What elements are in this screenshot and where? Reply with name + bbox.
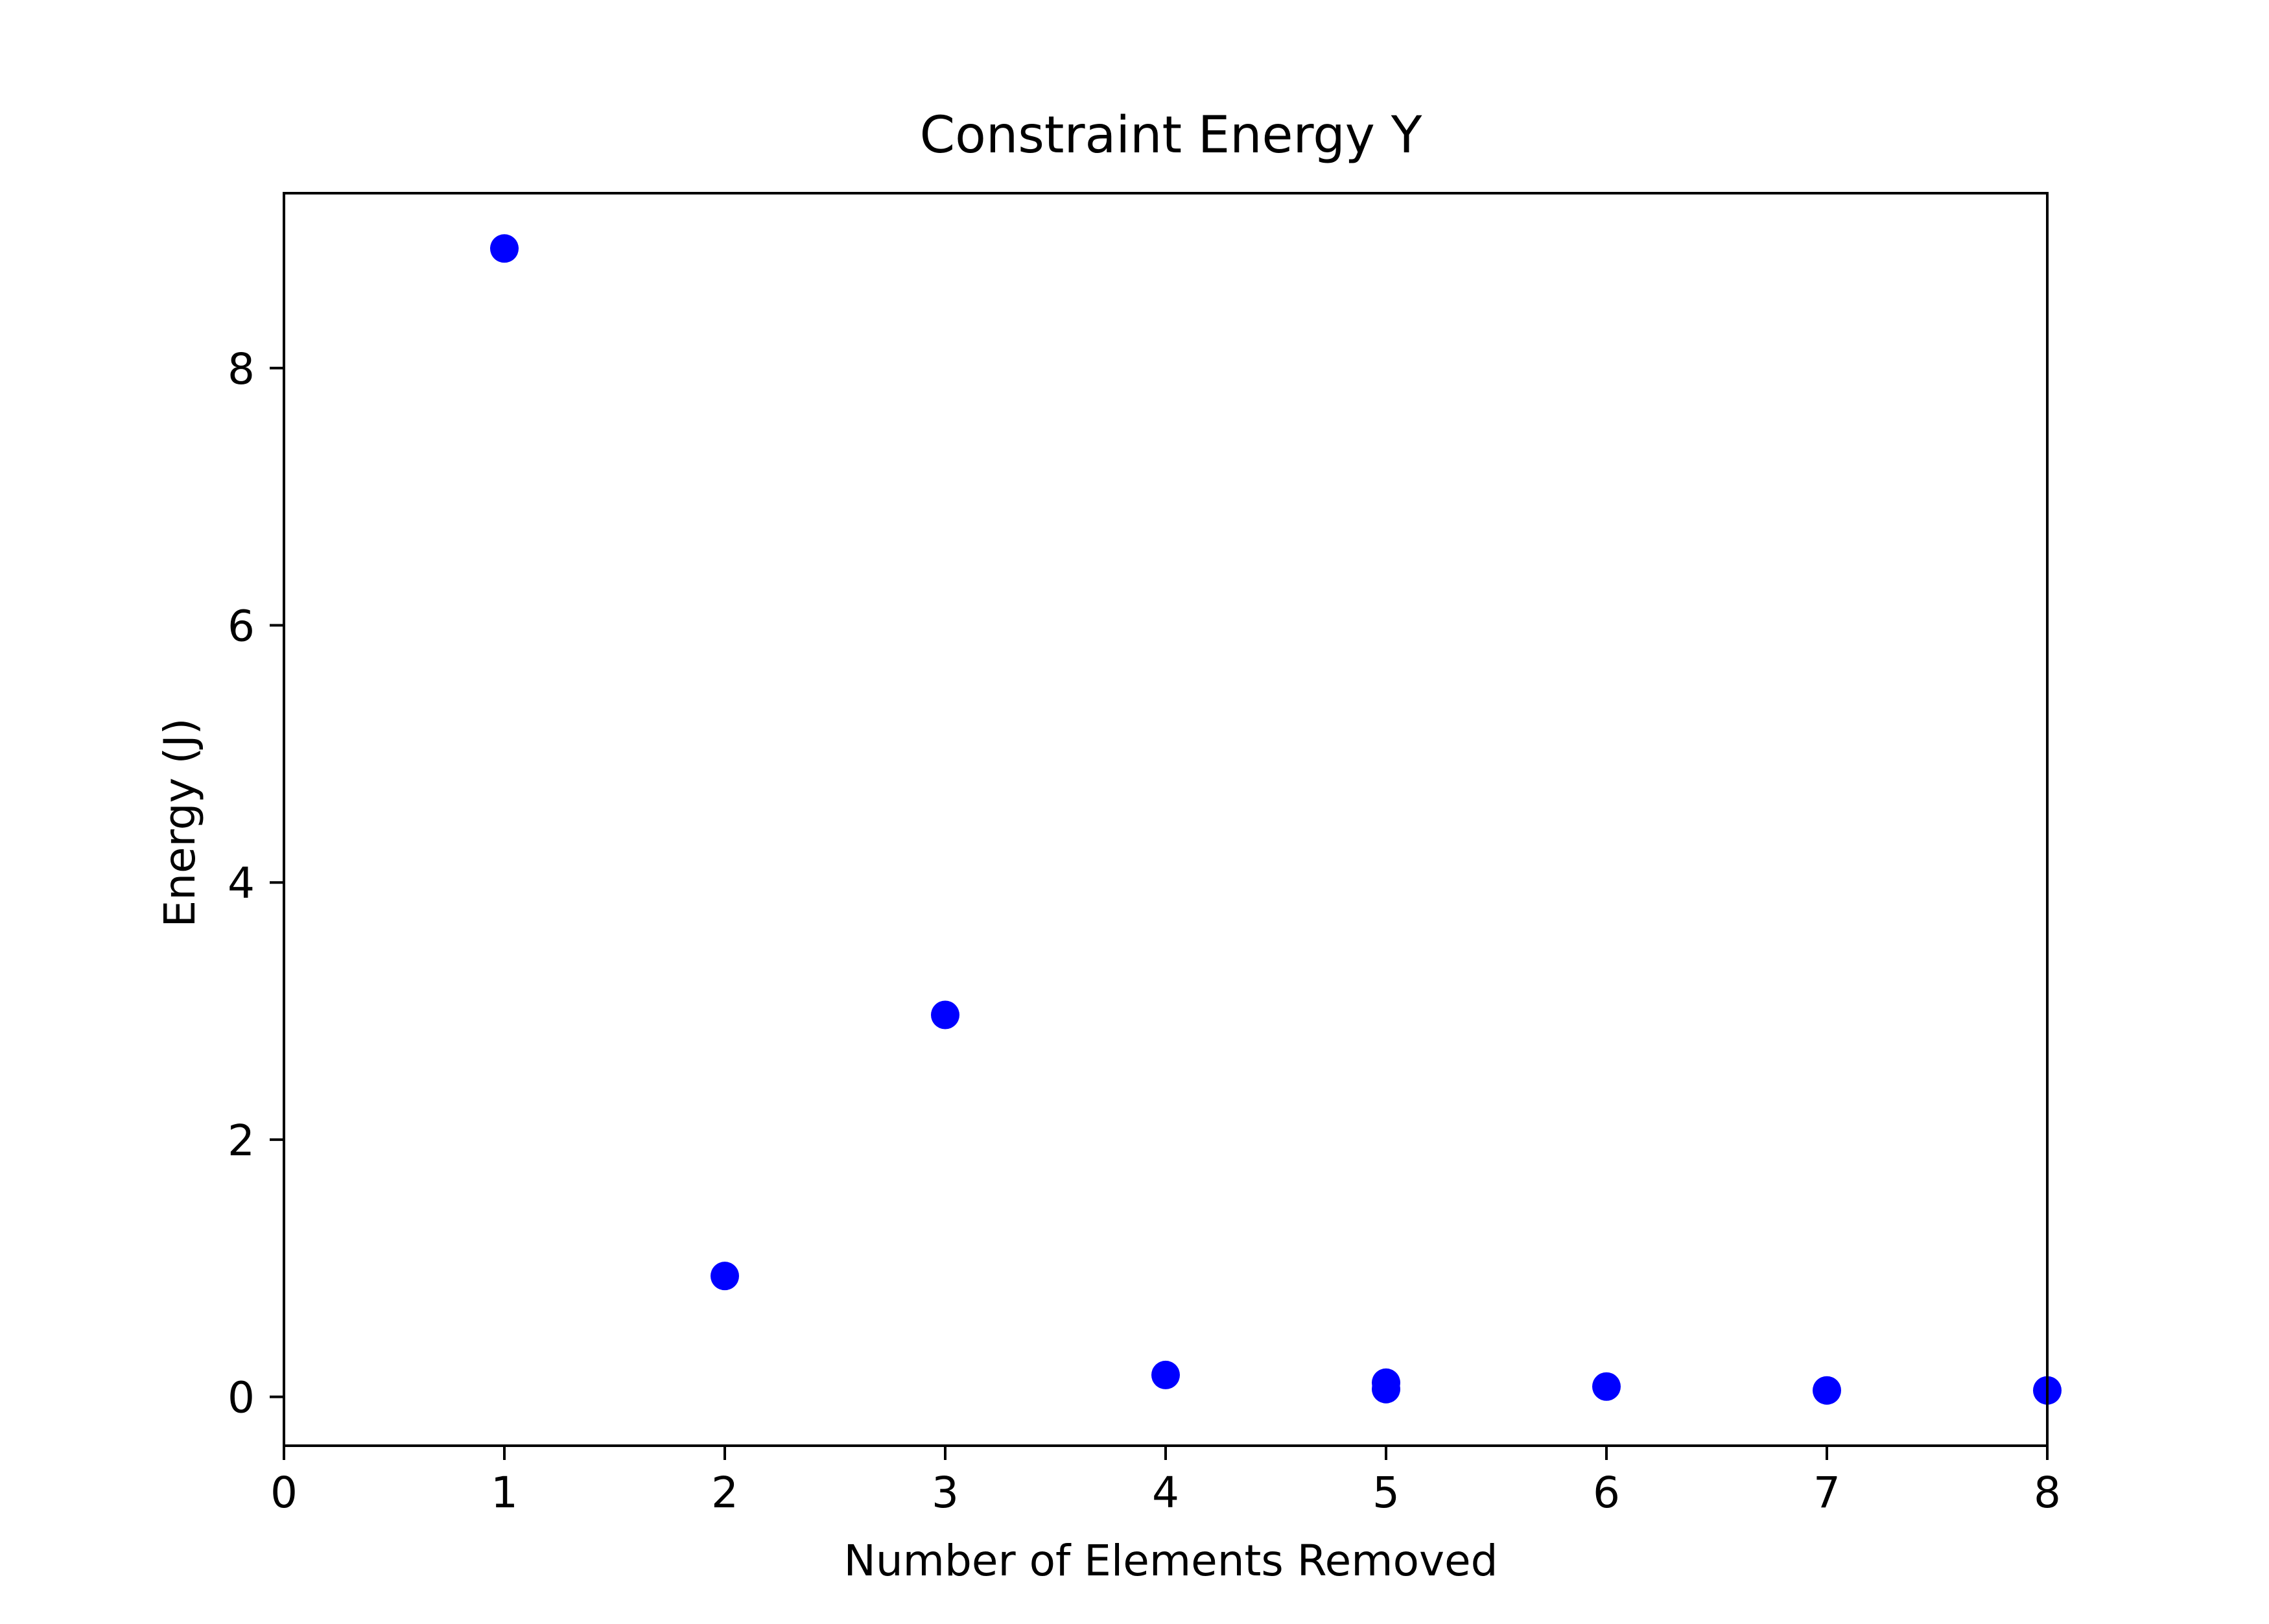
x-axis-label: Number of Elements Removed xyxy=(843,1536,1498,1586)
data-point xyxy=(711,1262,739,1291)
plot-area: 0 1 2 3 4 5 6 7 8 0 2 4 6 8 xyxy=(228,192,2062,1518)
data-point xyxy=(1372,1374,1400,1404)
x-tick-label: 0 xyxy=(270,1468,298,1518)
y-axis-label: Energy (J) xyxy=(155,718,205,927)
x-tick-label: 5 xyxy=(1372,1468,1400,1518)
x-tick-label: 2 xyxy=(711,1468,738,1518)
data-point xyxy=(1151,1360,1180,1389)
x-tick-label: 4 xyxy=(1152,1468,1179,1518)
x-tick-label: 7 xyxy=(1813,1468,1840,1518)
data-point xyxy=(490,234,519,263)
x-tick-label: 6 xyxy=(1593,1468,1620,1518)
x-tick-label: 1 xyxy=(491,1468,518,1518)
y-tick-label: 8 xyxy=(228,344,255,394)
x-tick-label: 8 xyxy=(2034,1468,2061,1518)
y-tick-label: 6 xyxy=(228,601,255,651)
data-point xyxy=(1592,1372,1621,1401)
chart-title: Constraint Energy Y xyxy=(920,106,1422,165)
data-point xyxy=(1813,1376,1841,1405)
data-point xyxy=(931,1000,959,1030)
x-tick-label: 3 xyxy=(932,1468,959,1518)
y-tick-label: 0 xyxy=(228,1373,255,1423)
plot-frame xyxy=(283,192,2049,1447)
y-tick-label: 4 xyxy=(228,858,255,908)
y-tick-label: 2 xyxy=(228,1116,255,1166)
